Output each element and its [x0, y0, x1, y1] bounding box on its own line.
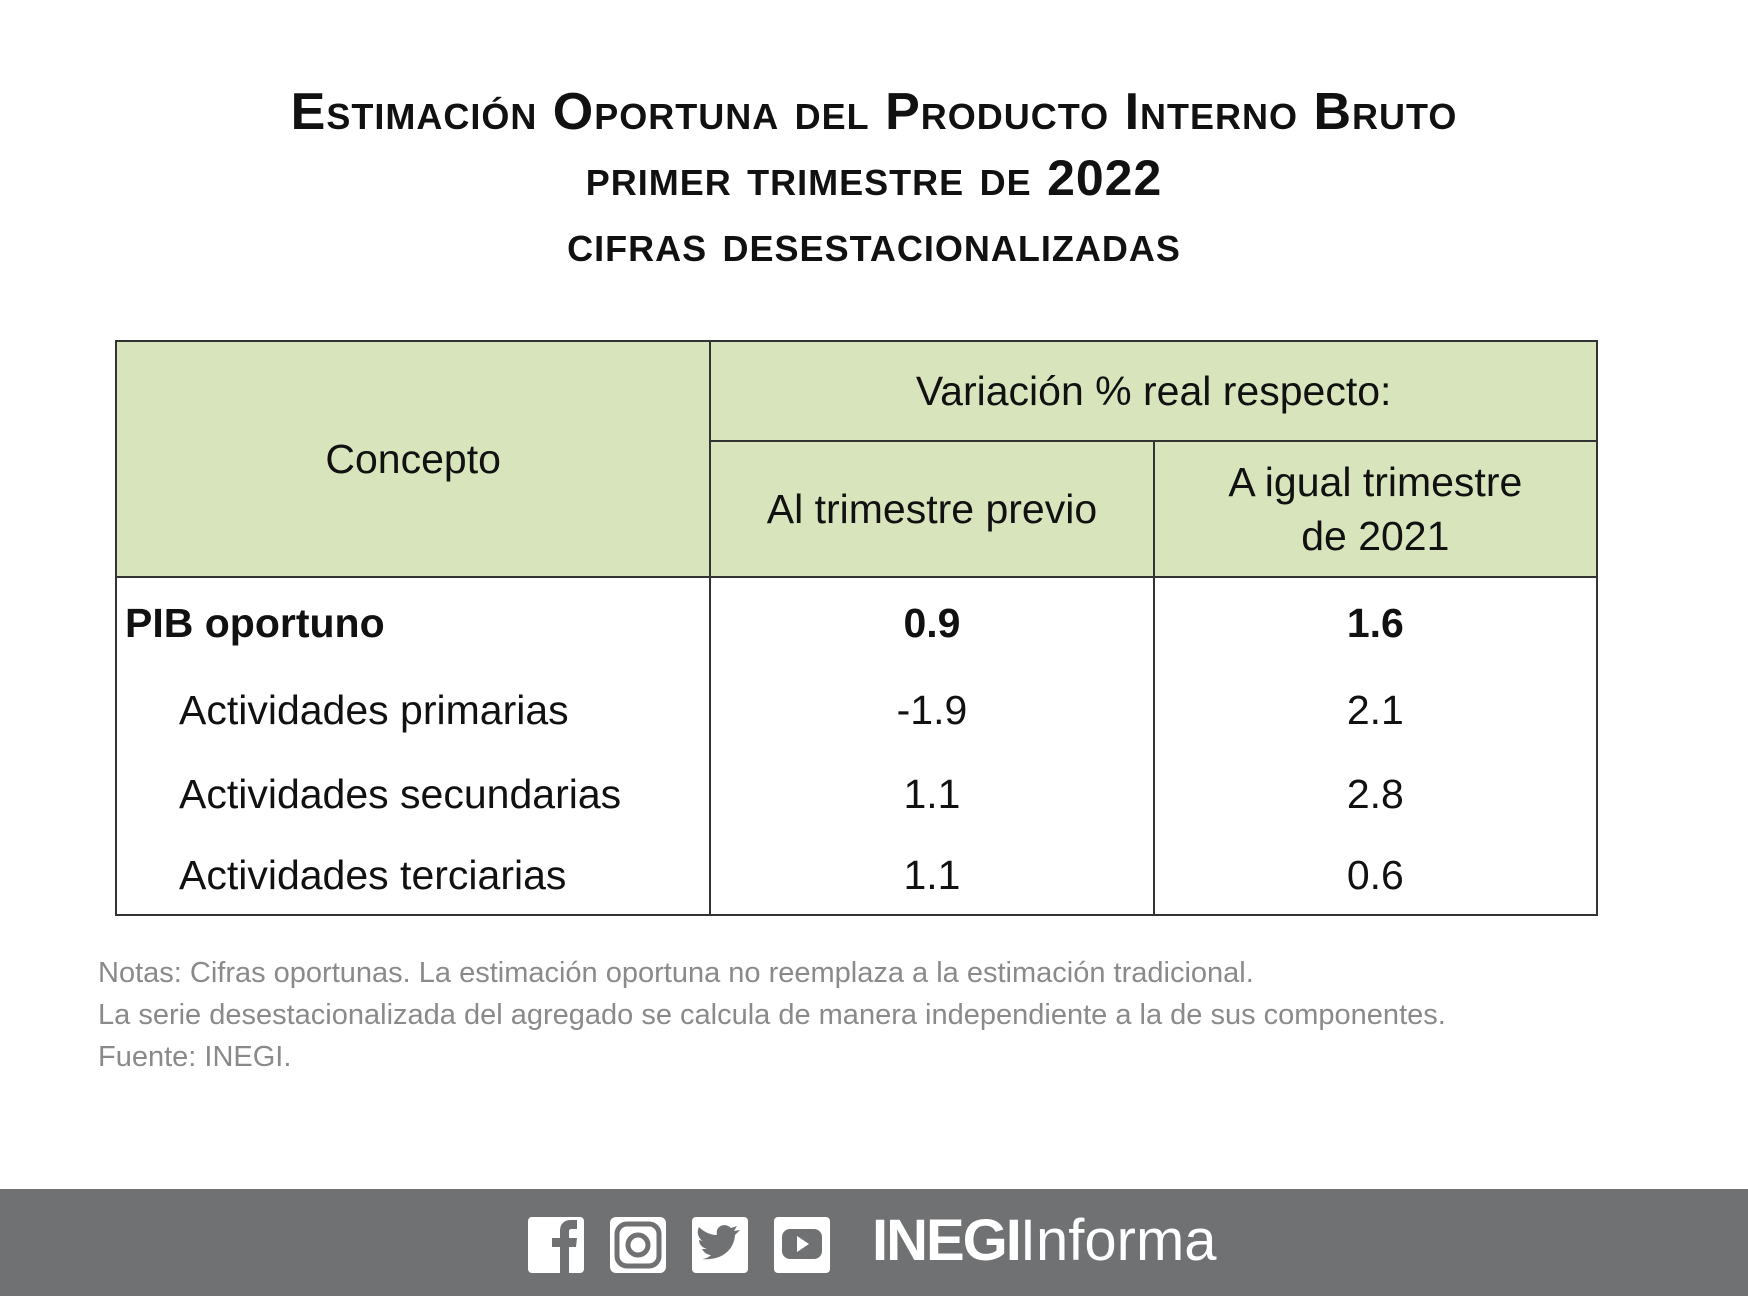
table-row: Actividades secundarias 1.1 2.8	[114, 752, 1599, 836]
value-cell: 0.6	[1152, 836, 1599, 916]
note-line: La serie desestacionalizada del agregado…	[98, 999, 1446, 1031]
value-cell: 0.9	[709, 577, 1155, 668]
row-label: Actividades terciarias	[114, 836, 712, 916]
row-label: PIB oportuno	[114, 577, 712, 668]
table-row: Actividades terciarias 1.1 0.6	[114, 836, 1599, 916]
value-cell: -1.9	[709, 668, 1155, 752]
header-cell: Variación % real respecto:	[709, 340, 1598, 442]
note-line: Fuente: INEGI.	[98, 1041, 292, 1073]
instagram-icon	[610, 1217, 666, 1273]
brand-text: Informa	[1019, 1208, 1217, 1273]
title-line: Estimación Oportuna del Producto Interno…	[290, 83, 1458, 141]
value-cell: 1.1	[709, 836, 1155, 916]
title-year: 2022	[1047, 150, 1163, 206]
title-line: primer trimestre de 2022	[0, 148, 1748, 208]
footer: INEGIInforma	[0, 1189, 1748, 1296]
social-icons	[528, 1217, 830, 1273]
brand-bold: INEGI	[872, 1208, 1022, 1273]
title-text: primer trimestre de	[585, 149, 1032, 207]
data-table: Concepto Variación % real respecto: Al t…	[114, 340, 1599, 916]
table-row: Actividades primarias -1.9 2.1	[114, 668, 1599, 752]
title-line: cifras desestacionalizadas	[567, 215, 1181, 273]
row-label: Actividades secundarias	[114, 752, 712, 836]
row-label: Actividades primarias	[114, 668, 712, 752]
brand: INEGIInforma	[872, 1207, 1217, 1274]
value-cell: 2.1	[1152, 668, 1599, 752]
header-cell: Al trimestre previo	[709, 440, 1155, 578]
note-line: Notas: Cifras oportunas. La estimación o…	[98, 957, 1254, 989]
value-cell: 2.8	[1152, 752, 1599, 836]
value-cell: 1.6	[1152, 577, 1599, 668]
header-text: de 2021	[1301, 513, 1450, 559]
header-cell: Concepto	[114, 340, 712, 578]
header-text: A igual trimestre	[1228, 459, 1523, 505]
header-cell: A igual trimestre de 2021	[1152, 440, 1599, 578]
table-row: PIB oportuno 0.9 1.6	[114, 577, 1599, 668]
value-cell: 1.1	[709, 752, 1155, 836]
notes: Notas: Cifras oportunas. La estimación o…	[98, 952, 1446, 1078]
